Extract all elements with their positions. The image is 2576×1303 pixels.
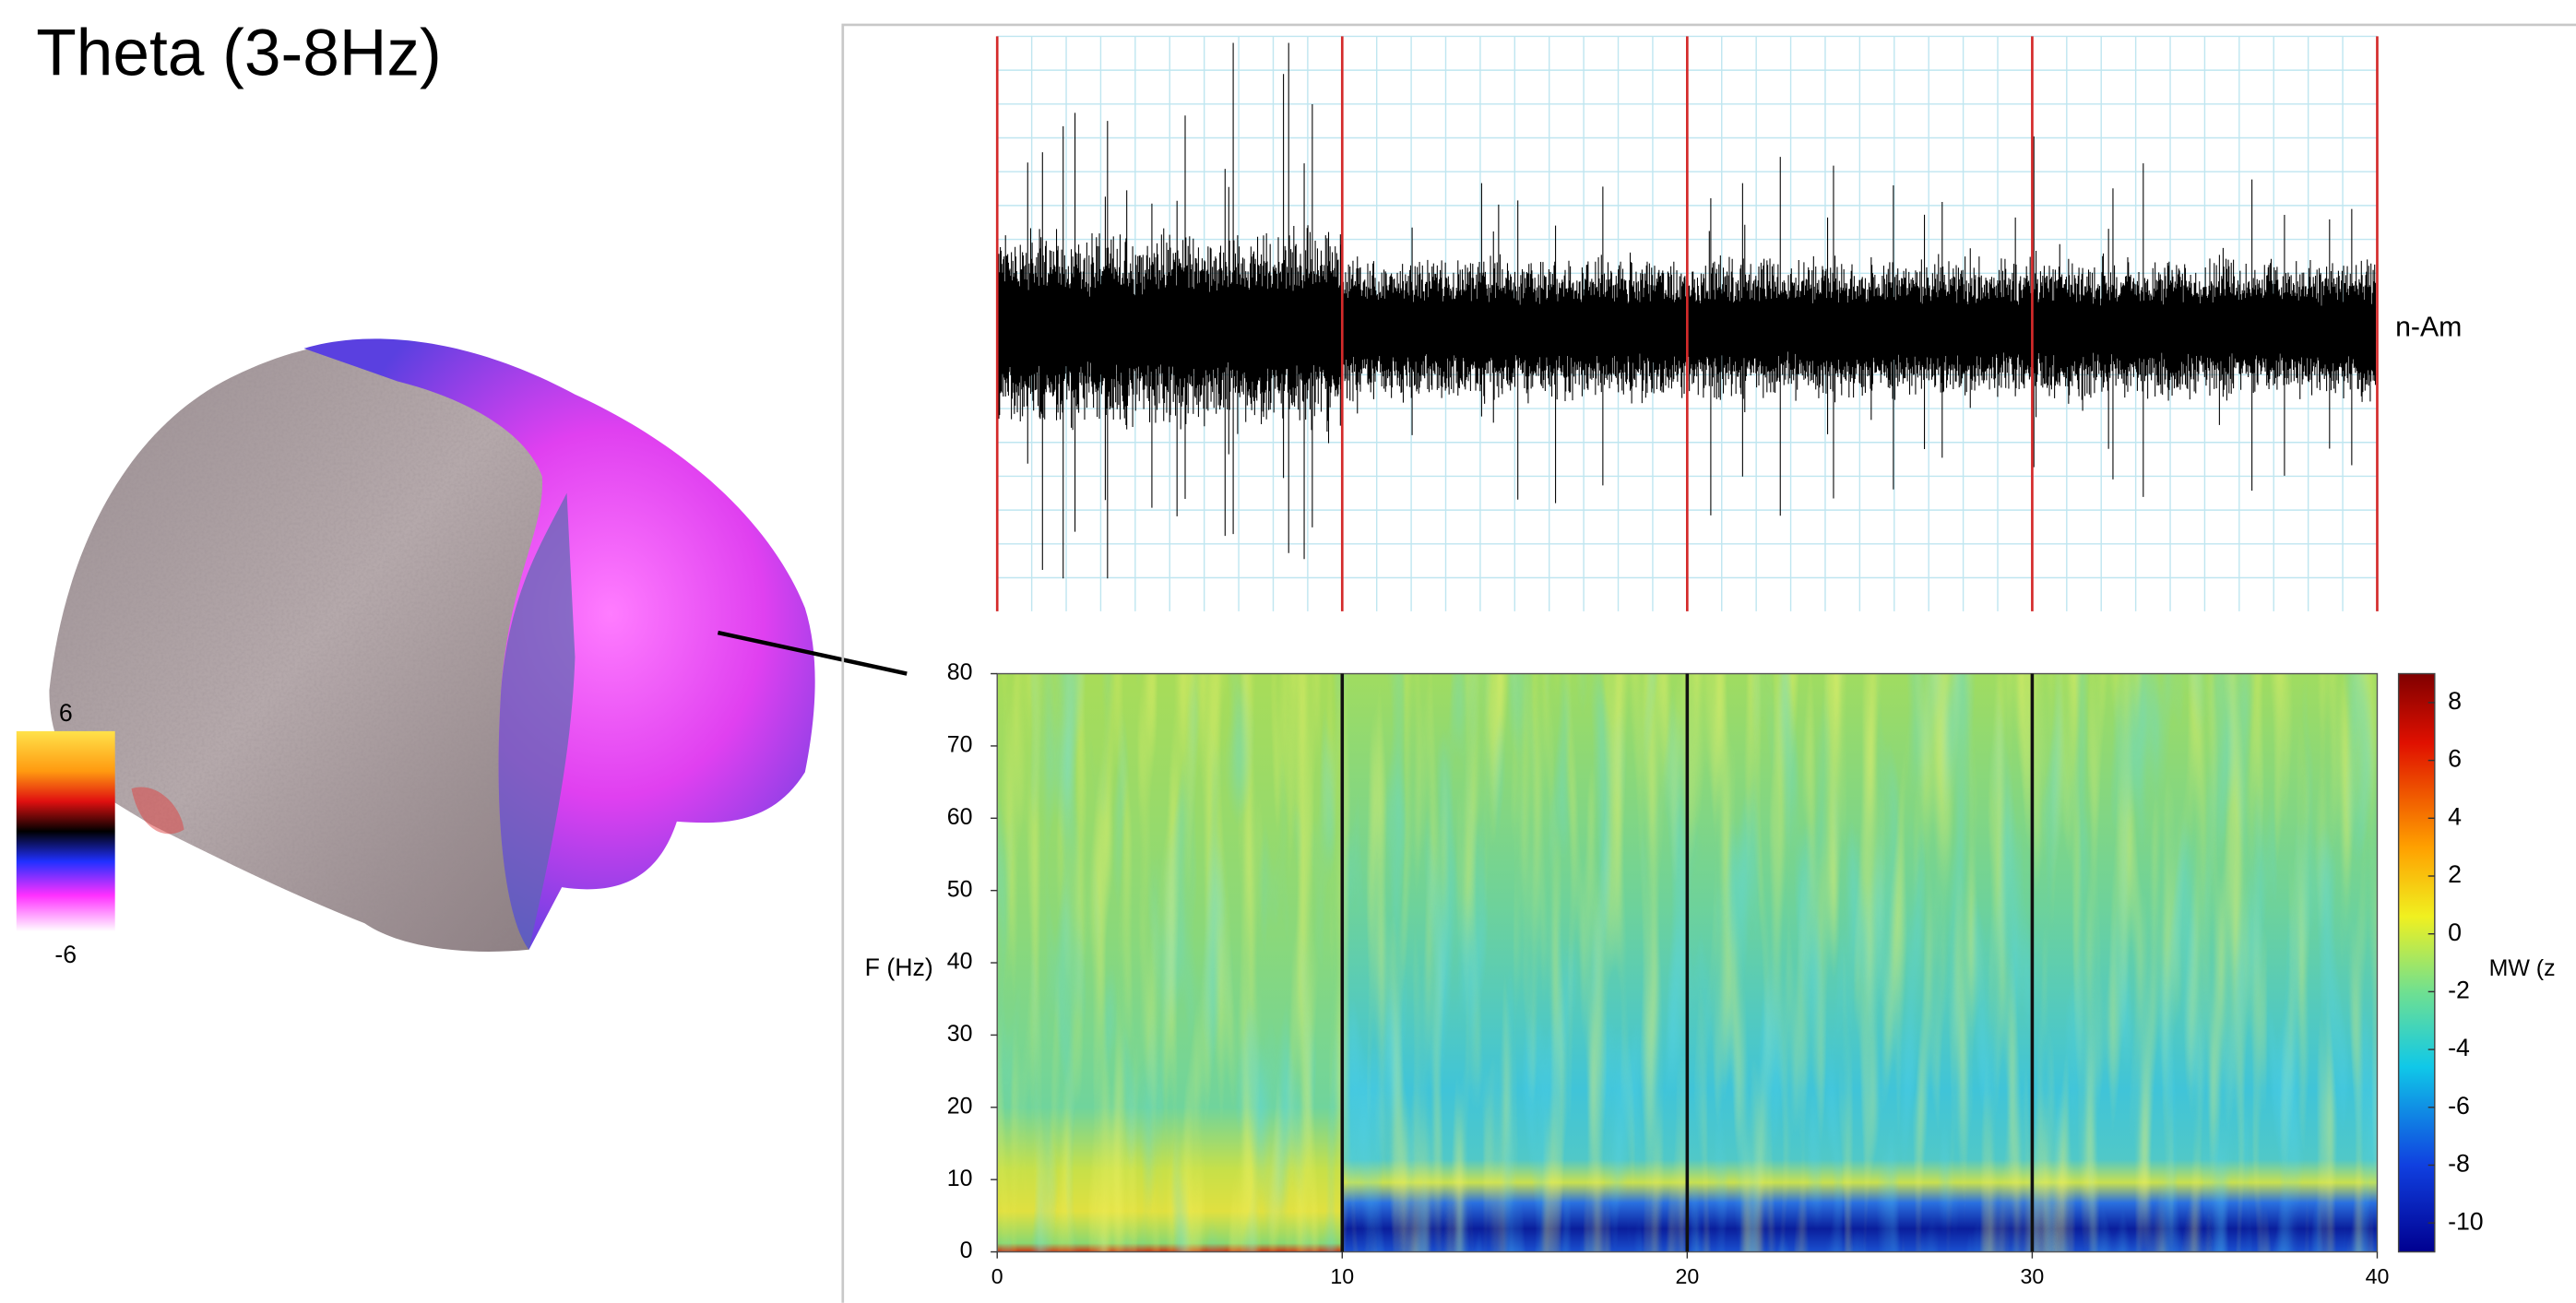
y-tick-label: 30 <box>947 1021 973 1047</box>
y-tick-label: 0 <box>960 1238 973 1263</box>
colorbar-tick-label: 0 <box>2448 918 2462 946</box>
x-tick-label: 40 <box>2366 1264 2390 1288</box>
x-tick-label: 30 <box>2021 1264 2045 1288</box>
colorbar-label: MW (z <box>2489 955 2556 981</box>
figure-title: Theta (3-8Hz) <box>36 16 442 89</box>
source-colorbar <box>17 731 115 931</box>
colorbar-tick-label: 8 <box>2448 687 2462 715</box>
colorbar-tick-label: -4 <box>2448 1034 2470 1061</box>
y-tick-label: 80 <box>947 659 973 685</box>
y-tick-label: 10 <box>947 1166 973 1191</box>
y-tick-label: 50 <box>947 876 973 902</box>
y-axis-label: F (Hz) <box>865 954 933 981</box>
y-tick-label: 40 <box>947 949 973 975</box>
page: {"title": "Theta (3-8Hz)", "source_color… <box>0 0 2576 1303</box>
figure: Theta (3-8Hz) 6-6n-Am0102030400102030405… <box>0 0 2576 1303</box>
x-tick-label: 10 <box>1330 1264 1354 1288</box>
y-tick-label: 20 <box>947 1093 973 1119</box>
colorbar-tick-label: -6 <box>2448 1092 2470 1119</box>
colorbar-tick-label: 2 <box>2448 860 2462 888</box>
y-tick-label: 60 <box>947 804 973 830</box>
source-colorbar-label: 6 <box>59 699 73 727</box>
colorbar-tick-label: 4 <box>2448 802 2462 830</box>
x-tick-label: 0 <box>991 1264 1003 1288</box>
y-tick-label: 70 <box>947 732 973 758</box>
brain-render <box>49 338 814 952</box>
source-colorbar-label: -6 <box>54 941 77 968</box>
colorbar-tick-label: 6 <box>2448 745 2462 773</box>
colorbar-tick-label: -10 <box>2448 1207 2484 1235</box>
x-tick-label: 20 <box>1675 1264 1699 1288</box>
colorbar-tick-label: -2 <box>2448 976 2470 1003</box>
colorbar-tick-label: -8 <box>2448 1150 2470 1178</box>
trace-unit-label: n-Am <box>2395 312 2462 342</box>
